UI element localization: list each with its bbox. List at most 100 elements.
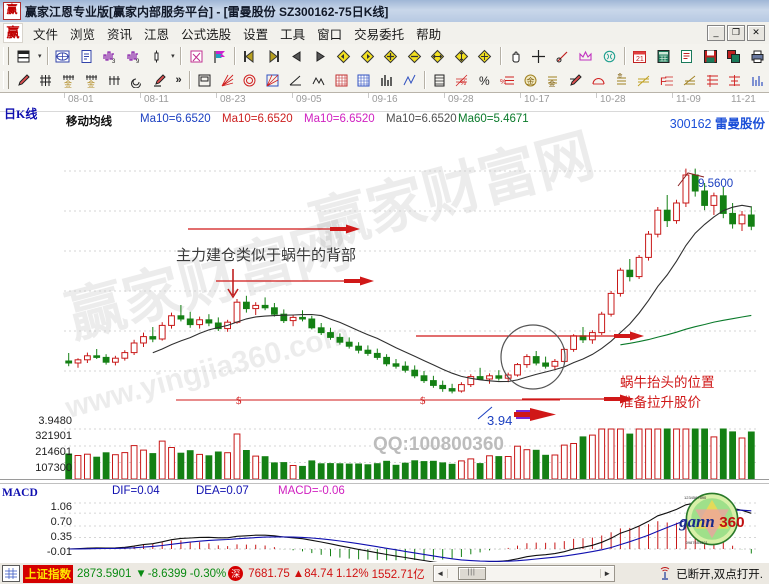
ma-legend-3: Ma10=6.6520	[386, 113, 457, 125]
menu-item-settings[interactable]: 设置	[243, 27, 269, 42]
zigzag-icon[interactable]	[399, 69, 420, 91]
network-globe-icon[interactable]	[52, 45, 73, 67]
chart-area[interactable]: 赢家财富网 www.yingjia360.com 赢家财富网 QQ:100800…	[0, 92, 769, 563]
circle-red-icon[interactable]	[240, 69, 261, 91]
eraser-icon[interactable]	[149, 69, 170, 91]
menu-item-tools[interactable]: 工具	[280, 27, 306, 42]
calculator-icon[interactable]	[652, 45, 673, 67]
scroll-left-icon[interactable]: ◄	[434, 569, 448, 578]
chart-bars-icon[interactable]	[376, 69, 397, 91]
zoom-out-icon[interactable]	[404, 45, 425, 67]
snail-head-annotation-line2: 准备拉升股价	[620, 395, 701, 410]
zoom-right-icon[interactable]	[357, 45, 378, 67]
print-icon[interactable]	[746, 45, 767, 67]
angle-icon[interactable]	[285, 69, 306, 91]
menu-item-trade[interactable]: 交易委托	[354, 27, 405, 42]
first-page-icon[interactable]	[239, 45, 260, 67]
chart-3-icon[interactable]: 3	[99, 45, 120, 67]
gold-circle-icon[interactable]: 金	[520, 69, 541, 91]
menu-item-file[interactable]: 文件	[33, 27, 59, 42]
menu-item-news[interactable]: 资讯	[107, 27, 133, 42]
toolbar-grip[interactable]	[3, 47, 9, 65]
pen-red-icon[interactable]	[565, 69, 586, 91]
gann360-logo: gann 360 1234567890 0987654321	[678, 492, 745, 546]
grid-icon[interactable]	[2, 565, 20, 582]
brain-icon[interactable]	[598, 45, 619, 67]
f-lines-icon[interactable]: F	[656, 69, 677, 91]
date-axis: 08-01 08-11 08-23 09-05 09-16 09-28 10-1…	[0, 93, 769, 112]
zoom-in-icon[interactable]	[380, 45, 401, 67]
minimize-button[interactable]: _	[707, 25, 725, 41]
connection-status[interactable]: 已断开,双点打开.	[658, 566, 769, 582]
notes-icon[interactable]	[676, 45, 697, 67]
menu-item-window[interactable]: 窗口	[317, 27, 343, 42]
toolbar-grip-2[interactable]	[3, 71, 9, 89]
arc-red-icon[interactable]	[588, 69, 609, 91]
spiral-icon[interactable]	[127, 69, 148, 91]
save-disk-icon[interactable]	[699, 45, 720, 67]
prev-icon[interactable]	[286, 45, 307, 67]
red-tool2-icon[interactable]	[725, 69, 746, 91]
macd-axis-3: -0.01	[46, 546, 72, 558]
grid-blue-icon[interactable]	[353, 69, 374, 91]
gold-slope-icon[interactable]	[679, 69, 700, 91]
index-name-badge[interactable]: 上证指数	[23, 564, 73, 583]
crosshair-icon[interactable]	[528, 45, 549, 67]
last-page-icon[interactable]	[263, 45, 284, 67]
percent-fan-icon[interactable]: %	[451, 69, 472, 91]
volume-panel[interactable]	[0, 423, 769, 485]
percent-lines-icon[interactable]: %	[497, 69, 518, 91]
price-panel[interactable]: $ $ 主力建仓类似于蜗牛的背部 蜗牛抬头的位置 准备拉升股价 9.5600 3.…	[0, 129, 769, 428]
fan-red-icon[interactable]	[217, 69, 238, 91]
crown-icon[interactable]	[575, 45, 596, 67]
close-button[interactable]: ✕	[747, 25, 765, 41]
four-lines-icon[interactable]	[747, 69, 768, 91]
puzzle-icon[interactable]	[185, 45, 206, 67]
menu-item-browse[interactable]: 浏览	[70, 27, 96, 42]
shenzhen-badge-icon[interactable]: 深	[228, 566, 244, 581]
square-fan-icon[interactable]	[262, 69, 283, 91]
save-layout-icon[interactable]	[13, 45, 34, 67]
macd-axis-1: 0.70	[50, 516, 72, 528]
hand-pan-icon[interactable]	[505, 45, 526, 67]
report-page-icon[interactable]	[76, 45, 97, 67]
pointer-draw-icon[interactable]	[551, 45, 572, 67]
percent-icon[interactable]: %	[474, 69, 495, 91]
menu-item-help[interactable]: 帮助	[416, 27, 442, 42]
fit-icon[interactable]	[474, 45, 495, 67]
ladder-icon[interactable]	[429, 69, 450, 91]
calendar-icon[interactable]: 21	[629, 45, 650, 67]
flag-color-icon[interactable]	[209, 45, 230, 67]
red-tool-icon[interactable]	[702, 69, 723, 91]
chevron-down-2-icon[interactable]: ▾	[171, 53, 175, 60]
gold-lines-icon[interactable]: 金	[542, 69, 563, 91]
more-tools-icon[interactable]: »	[175, 74, 182, 86]
gold-bar-icon[interactable]: 金	[611, 69, 632, 91]
grid-lines-icon[interactable]	[36, 69, 57, 91]
macd-panel[interactable]: MACD DIF=0.04 DEA=0.07 MACD=-0.06 1.06 0…	[0, 485, 769, 563]
chart-9-icon[interactable]: 9	[123, 45, 144, 67]
single-bar-icon[interactable]	[146, 45, 167, 67]
wave-icon[interactable]	[308, 69, 329, 91]
gann-gold-2-icon[interactable]: 金	[81, 69, 102, 91]
scroll-right-icon[interactable]: ►	[599, 569, 614, 578]
next-icon[interactable]	[310, 45, 331, 67]
frame-icon[interactable]	[194, 69, 215, 91]
scroll-thumb[interactable]: |||	[457, 567, 486, 580]
chevron-down-icon[interactable]: ▾	[38, 53, 42, 60]
candlestick-plot: $ $	[64, 168, 756, 421]
slope-icon[interactable]	[634, 69, 655, 91]
watermark-qq: QQ:100800360	[373, 434, 504, 455]
maximize-button[interactable]: ❐	[727, 25, 745, 41]
pen-tool-icon[interactable]	[13, 69, 34, 91]
expand-x-icon[interactable]	[427, 45, 448, 67]
menu-item-formula-screen[interactable]: 公式选股	[181, 27, 232, 42]
expand-y-icon[interactable]	[451, 45, 472, 67]
grid-red-icon[interactable]	[331, 69, 352, 91]
status-scrollbar[interactable]: ◄ ||| ►	[432, 565, 615, 582]
copy-icon[interactable]	[723, 45, 744, 67]
menu-item-gann[interactable]: 江恩	[144, 27, 170, 42]
fork-lines-icon[interactable]	[104, 69, 125, 91]
zoom-left-icon[interactable]	[333, 45, 354, 67]
gann-gold-1-icon[interactable]: 金	[58, 69, 79, 91]
